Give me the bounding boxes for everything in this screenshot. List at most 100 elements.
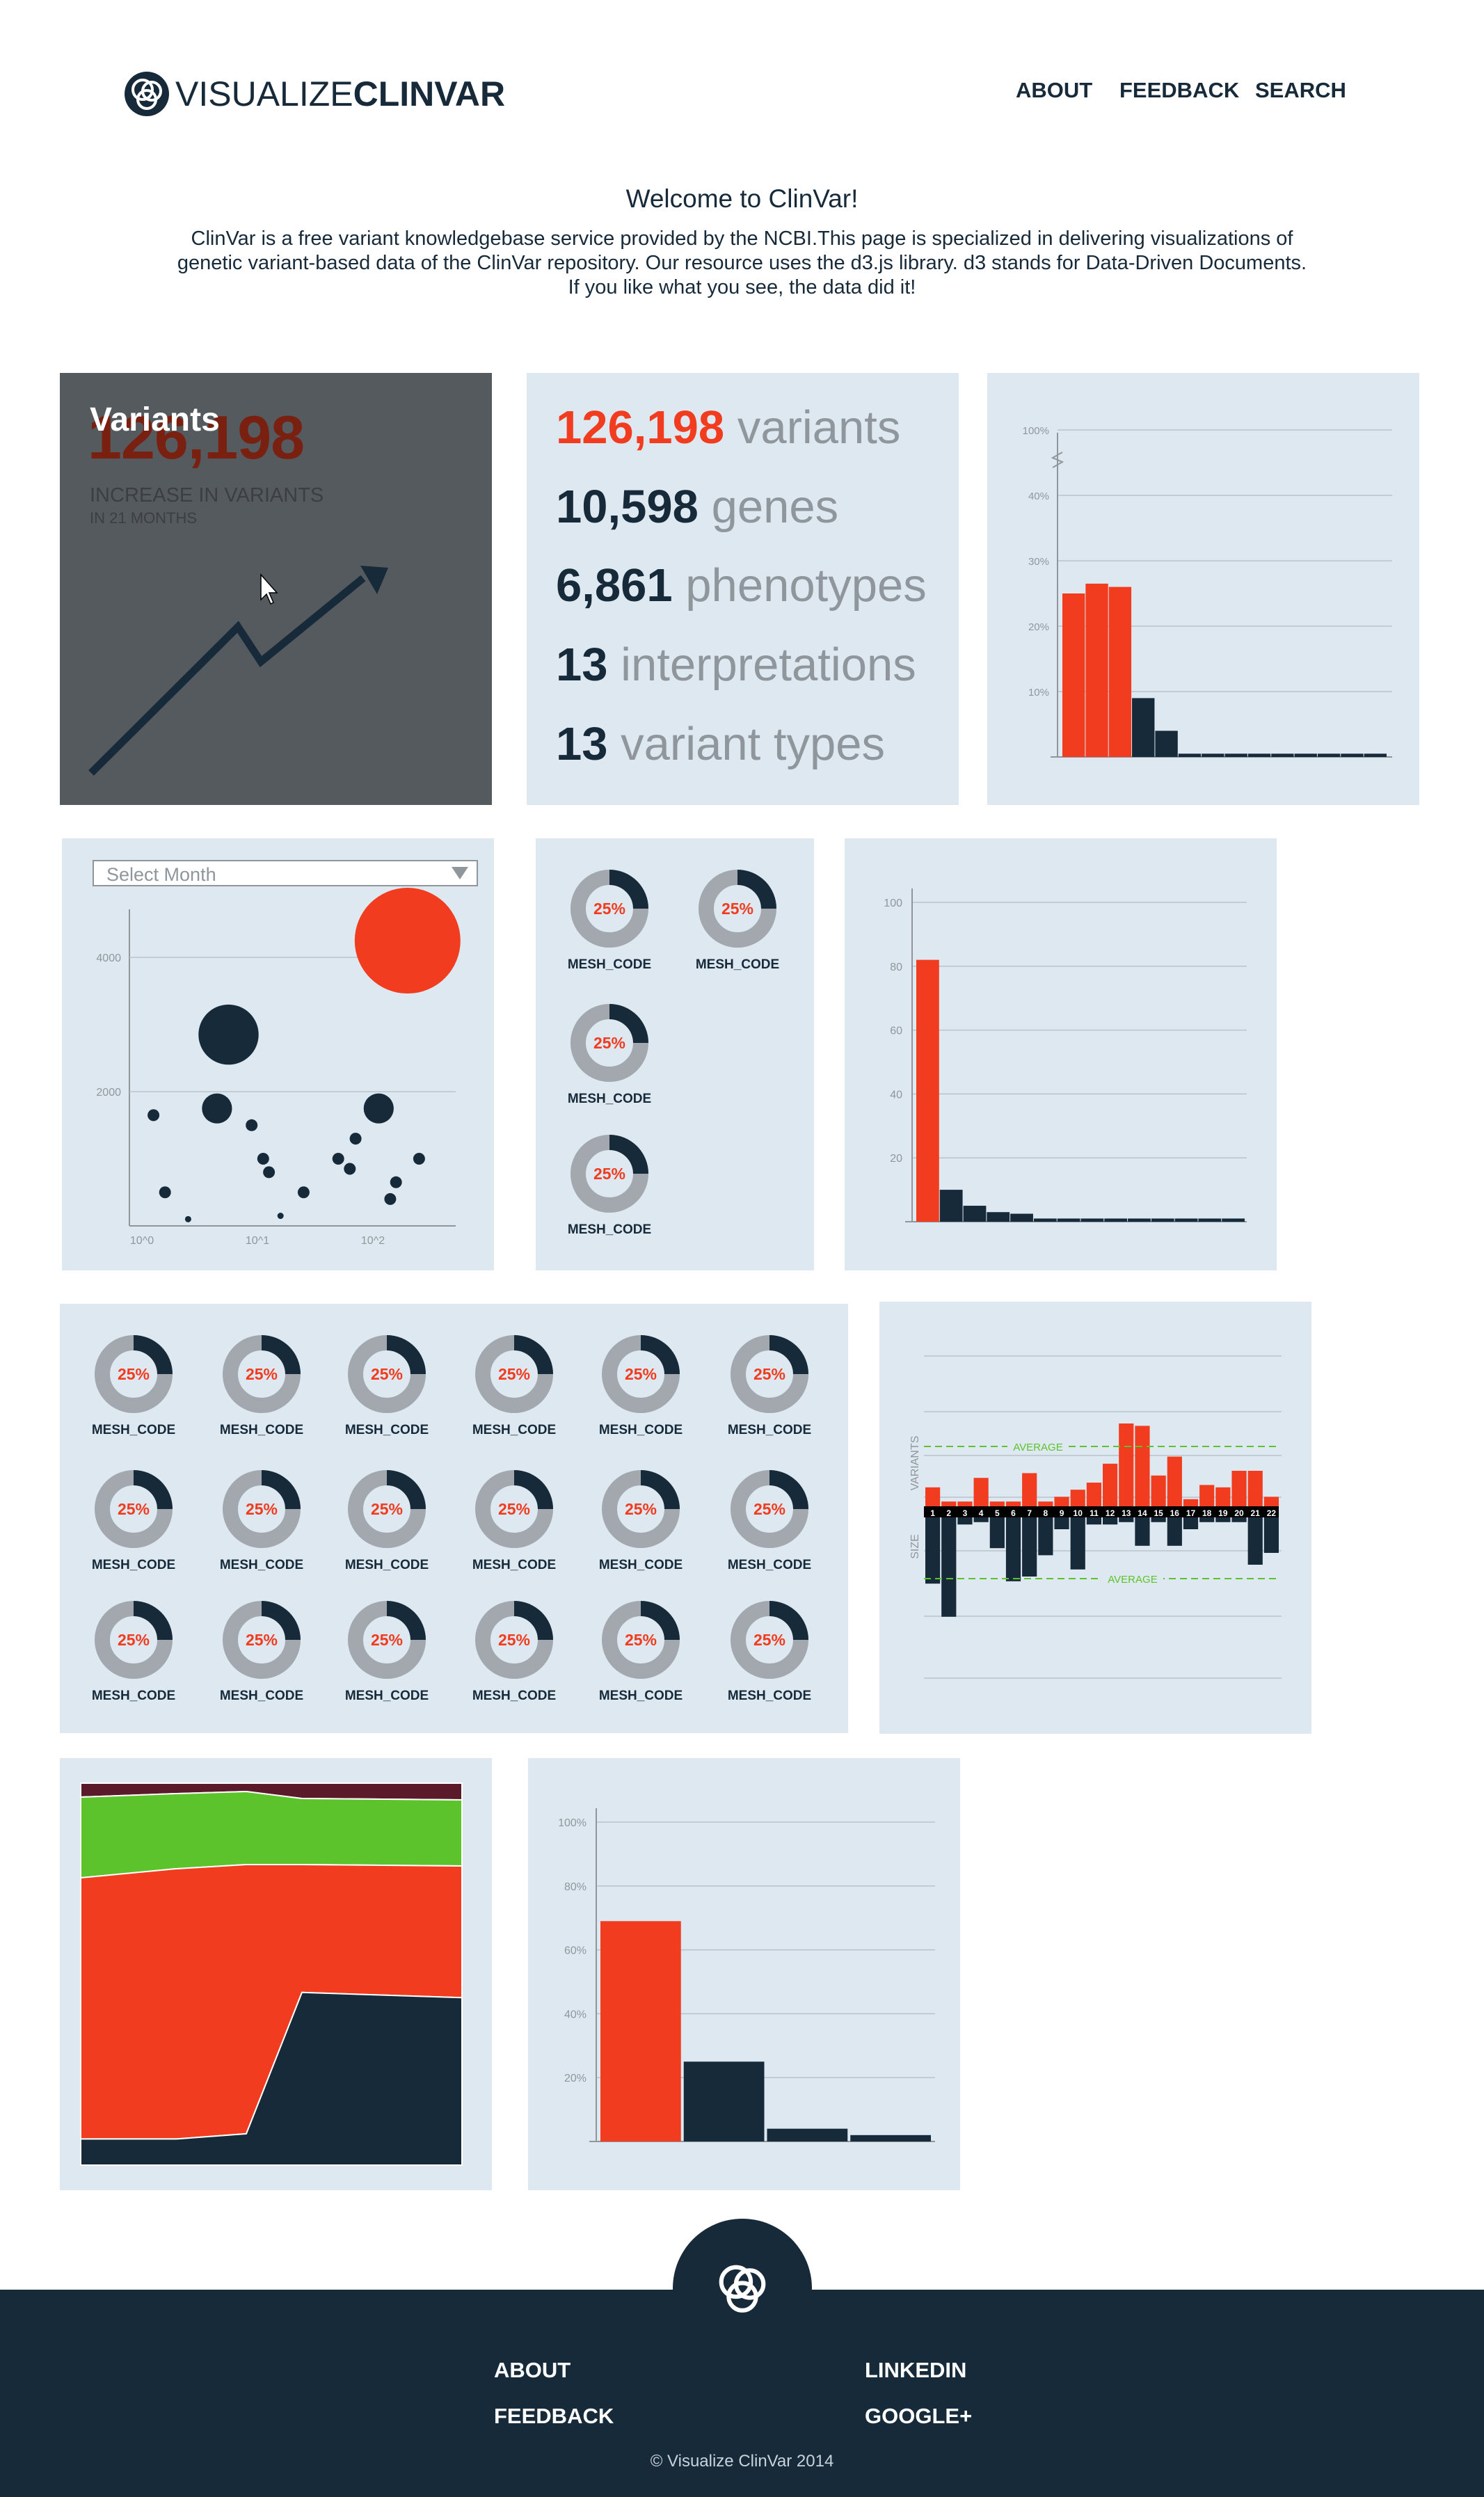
- variants-card[interactable]: 126,198 Variants INCREASE IN VARIANTS IN…: [60, 373, 492, 805]
- donut-percent: 25%: [498, 1631, 530, 1649]
- donut-chart[interactable]: 25%: [561, 860, 658, 957]
- donut-chart[interactable]: 25%: [85, 1460, 182, 1558]
- footer-link-linkedin[interactable]: LINKEDIN: [865, 2358, 967, 2382]
- donut-label: MESH_CODE: [344, 1689, 429, 1703]
- donut-chart[interactable]: 25%: [721, 1591, 818, 1689]
- donut-segment: [641, 1335, 680, 1374]
- data-point: [263, 1166, 276, 1179]
- size-bar: [1054, 1517, 1069, 1529]
- donut-label: MESH_CODE: [567, 957, 652, 972]
- donut-card-small: 25% MESH_CODE 25% MESH_CODE 25% MESH_CODE 25% M…: [536, 838, 814, 1270]
- footer-link-googleplus[interactable]: GOOGLE+: [865, 2404, 973, 2428]
- trend-arrow-icon: [88, 566, 388, 776]
- bar: [1224, 753, 1247, 757]
- size-bar: [1215, 1517, 1231, 1522]
- donut-chart[interactable]: 25%: [213, 1460, 310, 1558]
- welcome-title: Welcome to ClinVar!: [625, 184, 859, 213]
- donut-chart[interactable]: 25%: [561, 1125, 658, 1222]
- area-card: [60, 1758, 492, 2190]
- donut-chart[interactable]: 25%: [689, 860, 786, 957]
- area-series: [80, 1991, 463, 2166]
- donut-segment: [514, 1470, 553, 1509]
- bar: [1317, 753, 1341, 757]
- category-label: 8: [1044, 1508, 1048, 1518]
- donut-chart[interactable]: 25%: [338, 1460, 436, 1558]
- bar: [1247, 753, 1271, 757]
- bar: [1132, 698, 1155, 757]
- chart-card-2: 20 40 60 80 100: [845, 838, 1277, 1270]
- donut-chart[interactable]: 25%: [465, 1325, 563, 1423]
- category-label: 10: [1074, 1508, 1083, 1518]
- donut-chart[interactable]: 25%: [561, 994, 658, 1092]
- data-point: [413, 1153, 425, 1165]
- nav-feedback[interactable]: FEEDBACK: [1119, 78, 1240, 102]
- variant-bar: [973, 1478, 989, 1506]
- donut-segment: [134, 1470, 173, 1509]
- donut-segment: [609, 1004, 648, 1043]
- donut-chart[interactable]: 25%: [338, 1325, 436, 1423]
- data-point: [184, 1215, 191, 1222]
- donut-chart[interactable]: 25%: [85, 1591, 182, 1689]
- logo-icon: [125, 72, 169, 116]
- category-label: 12: [1106, 1508, 1115, 1518]
- y-tick-label: 60: [890, 1026, 902, 1037]
- donut-chart[interactable]: 25%: [213, 1591, 310, 1689]
- footer-link-about[interactable]: ABOUT: [494, 2358, 571, 2382]
- donut-percent: 25%: [593, 900, 625, 918]
- donut-percent: 25%: [721, 900, 753, 918]
- average-label: AVERAGE: [1108, 1574, 1157, 1586]
- donut-chart[interactable]: 25%: [85, 1325, 182, 1423]
- donut-label: MESH_CODE: [695, 957, 780, 972]
- donut-chart[interactable]: 25%: [592, 1591, 689, 1689]
- logo[interactable]: VISUALIZECLINVAR: [124, 70, 505, 118]
- donut-percent: 25%: [625, 1631, 657, 1649]
- bar: [1085, 583, 1108, 757]
- data-point: [297, 1186, 310, 1199]
- bar: [1104, 1218, 1128, 1222]
- month-select[interactable]: Select Month: [93, 860, 478, 886]
- donut-chart[interactable]: 25%: [338, 1591, 436, 1689]
- variant-bar: [1199, 1485, 1215, 1506]
- donut-percent: 25%: [371, 1365, 403, 1383]
- stat-interpretations: 13 interpretations: [556, 639, 916, 691]
- donut-percent: 25%: [498, 1500, 530, 1518]
- footer-logo[interactable]: [673, 2219, 812, 2358]
- donut-percent: 25%: [753, 1500, 785, 1518]
- donut-chart[interactable]: 25%: [213, 1325, 310, 1423]
- logo-icon: [719, 2265, 766, 2313]
- y-tick-label: 20%: [1028, 621, 1049, 633]
- donut-percent: 25%: [246, 1365, 278, 1383]
- category-label: 17: [1186, 1508, 1196, 1518]
- data-point: [277, 1213, 284, 1220]
- footer-link-feedback[interactable]: FEEDBACK: [494, 2404, 614, 2428]
- donut-chart[interactable]: 25%: [592, 1325, 689, 1423]
- donut-percent: 25%: [246, 1500, 278, 1518]
- chevron-down-icon: [452, 867, 468, 879]
- donut-label: MESH_CODE: [567, 1222, 652, 1237]
- bar: [1151, 1218, 1174, 1222]
- nav-about[interactable]: ABOUT: [1016, 78, 1093, 102]
- donut-segment: [769, 1470, 808, 1509]
- x-tick-label: 10^1: [246, 1235, 269, 1247]
- size-bar: [1199, 1517, 1215, 1522]
- donut-label: MESH_CODE: [219, 1689, 304, 1703]
- nav-search[interactable]: SEARCH: [1255, 78, 1346, 102]
- donut-chart[interactable]: 25%: [721, 1325, 818, 1423]
- variants-title: Variants: [90, 401, 220, 438]
- donut-chart[interactable]: 25%: [465, 1591, 563, 1689]
- donut-chart[interactable]: 25%: [592, 1460, 689, 1558]
- donut-chart[interactable]: 25%: [465, 1460, 563, 1558]
- donut-label: MESH_CODE: [472, 1558, 557, 1572]
- bar: [1341, 753, 1364, 757]
- category-label: 15: [1154, 1508, 1163, 1518]
- bar: [1062, 593, 1085, 757]
- y-axis-label: VARIANTS: [909, 1436, 921, 1491]
- donut-segment: [387, 1335, 426, 1374]
- bar: [963, 1206, 987, 1222]
- bar: [1202, 753, 1224, 757]
- average-label: AVERAGE: [1013, 1442, 1062, 1453]
- y-tick-label: 20: [890, 1153, 902, 1165]
- donut-chart[interactable]: 25%: [721, 1460, 818, 1558]
- variant-bar: [989, 1501, 1005, 1506]
- scatter-card: Select Month 2000 4000 10^0 10^1 10^2: [62, 838, 494, 1270]
